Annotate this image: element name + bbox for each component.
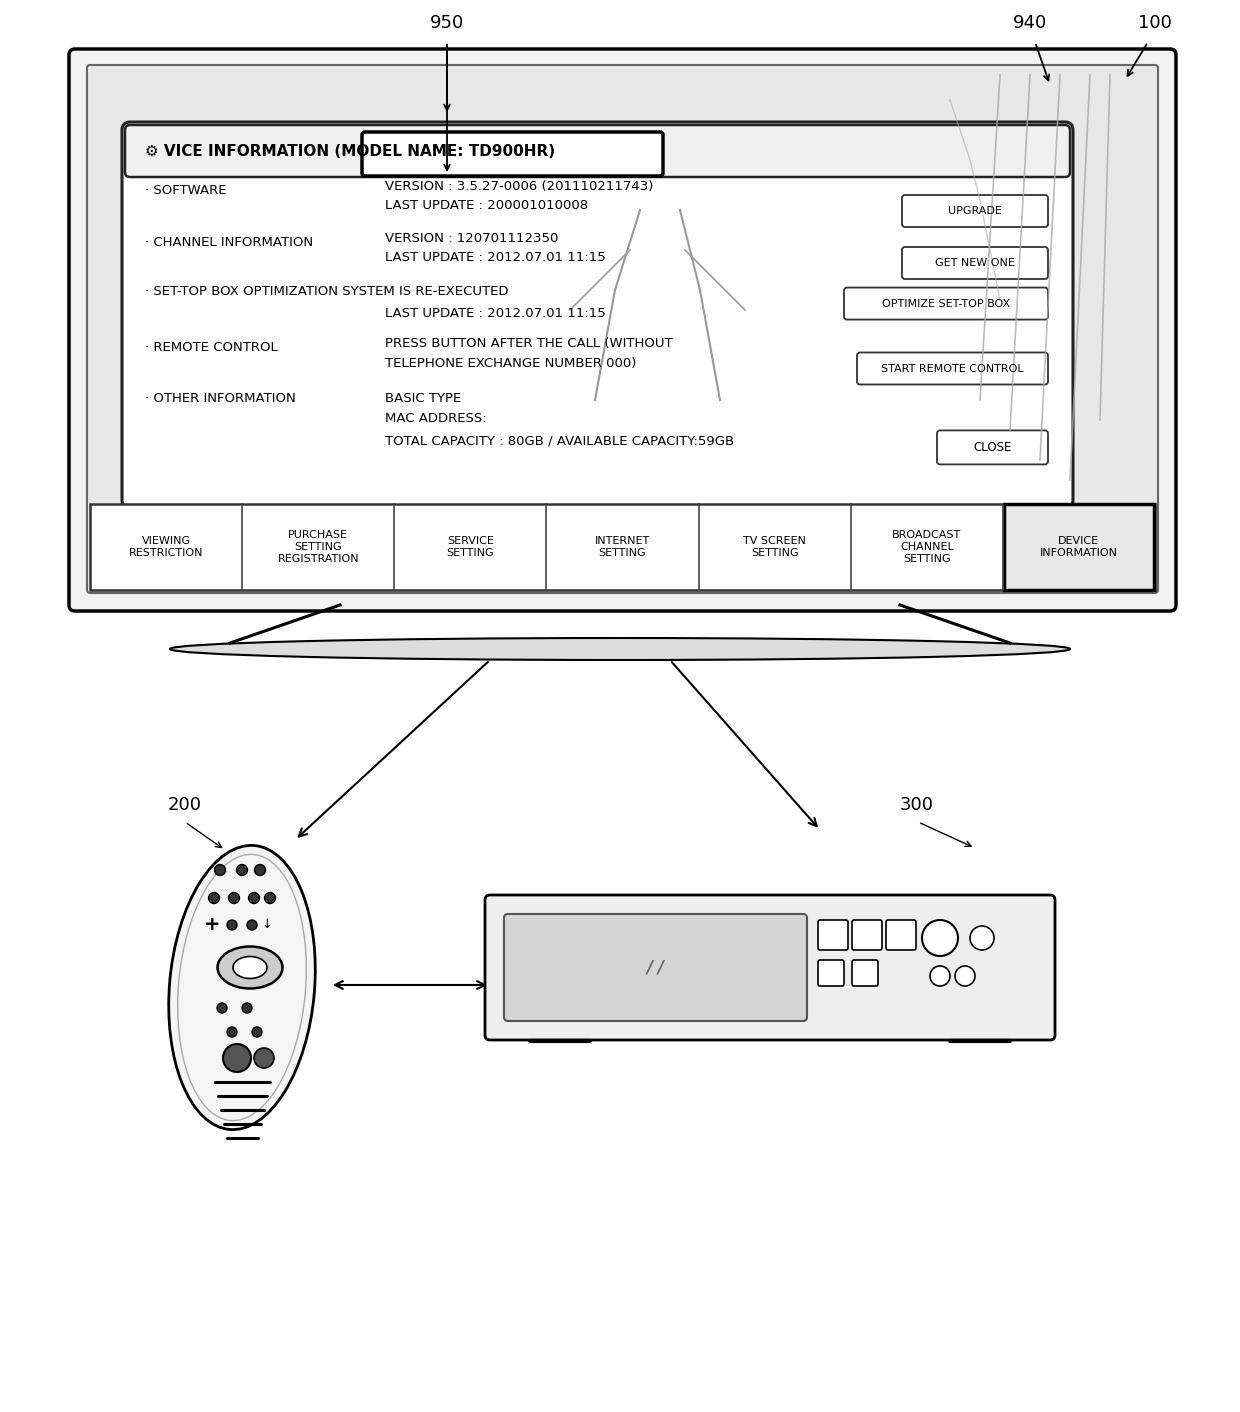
Circle shape (264, 892, 275, 904)
Text: BROADCAST
CHANNEL
SETTING: BROADCAST CHANNEL SETTING (892, 531, 961, 563)
FancyBboxPatch shape (87, 65, 1158, 593)
Text: INTERNET
SETTING: INTERNET SETTING (595, 537, 650, 558)
Text: VERSION : 3.5.27-0006 (201110211743): VERSION : 3.5.27-0006 (201110211743) (384, 181, 653, 193)
FancyBboxPatch shape (362, 131, 663, 176)
Circle shape (237, 864, 248, 875)
Text: OPTIMIZE SET-TOP BOX: OPTIMIZE SET-TOP BOX (882, 298, 1011, 309)
Circle shape (227, 921, 237, 931)
Text: BASIC TYPE: BASIC TYPE (384, 393, 461, 405)
FancyBboxPatch shape (69, 49, 1176, 611)
Circle shape (248, 892, 259, 904)
Text: · OTHER INFORMATION: · OTHER INFORMATION (145, 393, 296, 405)
Text: VERSION : 120701112350: VERSION : 120701112350 (384, 232, 558, 246)
Text: ⚙ VICE INFORMATION (MODEL NAME: TD900HR): ⚙ VICE INFORMATION (MODEL NAME: TD900HR) (145, 144, 556, 158)
Circle shape (247, 921, 257, 931)
Circle shape (254, 864, 265, 875)
Text: +: + (203, 915, 221, 935)
Circle shape (228, 892, 239, 904)
Text: 100: 100 (1138, 14, 1172, 32)
FancyBboxPatch shape (503, 914, 807, 1021)
Text: SERVICE
SETTING: SERVICE SETTING (446, 537, 495, 558)
Text: TV SCREEN
SETTING: TV SCREEN SETTING (743, 537, 806, 558)
Ellipse shape (217, 946, 283, 988)
Circle shape (242, 1003, 252, 1012)
Ellipse shape (233, 956, 267, 979)
Text: START REMOTE CONTROL: START REMOTE CONTROL (882, 363, 1024, 374)
Text: VIEWING
RESTRICTION: VIEWING RESTRICTION (129, 537, 203, 558)
Circle shape (955, 966, 975, 986)
Text: TOTAL CAPACITY : 80GB / AVAILABLE CAPACITY:59GB: TOTAL CAPACITY : 80GB / AVAILABLE CAPACI… (384, 435, 734, 448)
Bar (1004, 504, 1154, 590)
Circle shape (254, 1048, 274, 1067)
Text: UPGRADE: UPGRADE (949, 206, 1002, 216)
FancyBboxPatch shape (122, 121, 1073, 508)
FancyBboxPatch shape (937, 431, 1048, 465)
Text: 950: 950 (430, 14, 464, 32)
FancyBboxPatch shape (901, 247, 1048, 280)
Ellipse shape (632, 143, 687, 208)
FancyBboxPatch shape (852, 960, 878, 986)
Text: · SOFTWARE: · SOFTWARE (145, 184, 227, 196)
Ellipse shape (169, 846, 315, 1130)
FancyBboxPatch shape (125, 126, 1070, 176)
Text: · CHANNEL INFORMATION: · CHANNEL INFORMATION (145, 236, 314, 249)
Text: MAC ADDRESS:: MAC ADDRESS: (384, 412, 486, 425)
Circle shape (223, 1043, 250, 1072)
FancyBboxPatch shape (887, 921, 916, 950)
Circle shape (208, 892, 219, 904)
Text: DEVICE
INFORMATION: DEVICE INFORMATION (1040, 537, 1118, 558)
Text: CLOSE: CLOSE (973, 441, 1012, 453)
FancyBboxPatch shape (818, 921, 848, 950)
Text: · SET-TOP BOX OPTIMIZATION SYSTEM IS RE-EXECUTED: · SET-TOP BOX OPTIMIZATION SYSTEM IS RE-… (145, 285, 508, 298)
Circle shape (217, 1003, 227, 1012)
Text: LAST UPDATE : 2012.07.01 11:15: LAST UPDATE : 2012.07.01 11:15 (384, 306, 606, 321)
Circle shape (215, 864, 226, 875)
Text: / /: / / (646, 959, 665, 977)
Text: · REMOTE CONTROL: · REMOTE CONTROL (145, 340, 278, 354)
Circle shape (252, 1027, 262, 1036)
Text: PRESS BUTTON AFTER THE CALL (WITHOUT: PRESS BUTTON AFTER THE CALL (WITHOUT (384, 337, 672, 350)
Bar (91, 504, 1154, 590)
FancyBboxPatch shape (901, 195, 1048, 227)
FancyBboxPatch shape (852, 921, 882, 950)
Circle shape (970, 926, 994, 950)
Text: 300: 300 (900, 796, 934, 813)
Text: LAST UPDATE : 200001010008: LAST UPDATE : 200001010008 (384, 199, 588, 212)
Text: GET NEW ONE: GET NEW ONE (935, 258, 1014, 268)
Circle shape (930, 966, 950, 986)
FancyBboxPatch shape (818, 960, 844, 986)
Circle shape (227, 1027, 237, 1036)
FancyBboxPatch shape (857, 353, 1048, 384)
Ellipse shape (170, 638, 1070, 659)
Text: 200: 200 (167, 796, 202, 813)
Text: PURCHASE
SETTING
REGISTRATION: PURCHASE SETTING REGISTRATION (278, 531, 360, 563)
FancyBboxPatch shape (844, 288, 1048, 319)
Text: TELEPHONE EXCHANGE NUMBER 000): TELEPHONE EXCHANGE NUMBER 000) (384, 357, 636, 370)
Text: ↓: ↓ (262, 918, 273, 932)
FancyBboxPatch shape (485, 895, 1055, 1041)
Circle shape (923, 921, 959, 956)
Text: 940: 940 (1013, 14, 1047, 32)
Text: LAST UPDATE : 2012.07.01 11:15: LAST UPDATE : 2012.07.01 11:15 (384, 251, 606, 264)
